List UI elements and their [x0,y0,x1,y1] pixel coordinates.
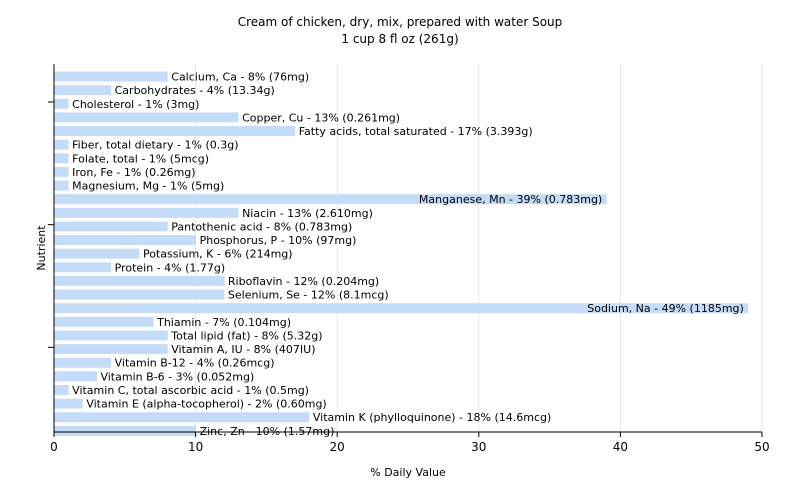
x-axis-label: % Daily Value [370,466,446,479]
bar-label: Pantothenic acid - 8% (0.783mg) [171,220,352,233]
gridlines [195,64,763,432]
bar [54,221,168,232]
bar [54,330,168,341]
bar-label: Copper, Cu - 13% (0.261mg) [242,111,400,124]
bar [54,289,225,300]
bar [54,235,197,246]
bar-label: Vitamin E (alpha-tocopherol) - 2% (0.60m… [86,398,326,411]
bar-label: Vitamin B-12 - 4% (0.26mcg) [115,357,275,370]
x-tick-label: 10 [188,440,203,454]
bar-label: Phosphorus, P - 10% (97mg) [200,234,357,247]
bar-label: Riboflavin - 12% (0.204mg) [228,275,379,288]
bar-label: Zinc, Zn - 10% (1.57mg) [200,425,335,438]
bar [54,207,239,218]
bar-label: Potassium, K - 6% (214mg) [143,248,293,261]
bar-label: Vitamin C, total ascorbic acid - 1% (0.5… [72,384,309,397]
bar-label: Iron, Fe - 1% (0.26mg) [72,166,195,179]
bar [54,262,112,273]
bar [54,126,296,137]
bar [54,85,112,96]
bar-label: Fiber, total dietary - 1% (0.3g) [72,139,238,152]
bar [54,153,69,164]
bars-group [54,71,749,436]
bar [54,398,83,409]
bar [54,344,168,355]
x-tick-label: 40 [613,440,628,454]
bar-label: Fatty acids, total saturated - 17% (3.39… [299,125,533,138]
bar [54,425,197,436]
bar [54,139,69,150]
chart-subtitle: 1 cup 8 fl oz (261g) [341,32,459,46]
bar-label: Niacin - 13% (2.610mg) [242,207,373,220]
bar [54,275,225,286]
chart-title: Cream of chicken, dry, mix, prepared wit… [237,15,563,29]
bar-label: Magnesium, Mg - 1% (5mg) [72,180,224,193]
bar-label: Total lipid (fat) - 8% (5.32g) [170,329,322,342]
bar-label: Protein - 4% (1.77g) [115,261,226,274]
bar [54,248,140,259]
axes-group: 0 10 20 30 40 50 [48,64,770,454]
bar-label: Vitamin A, IU - 8% (407IU) [171,343,315,356]
bar [54,98,69,109]
bar [54,357,112,368]
bar [54,316,154,327]
bar [54,180,69,191]
x-tick-label: 50 [754,440,769,454]
y-axis-label: Nutrient [35,225,48,271]
x-tick-label: 30 [471,440,486,454]
bar [54,166,69,177]
bar-label: Folate, total - 1% (5mcg) [72,152,209,165]
bar-label: Carbohydrates - 4% (13.34g) [115,84,275,97]
bar-label: Calcium, Ca - 8% (76mg) [171,71,309,84]
bar-label: Thiamin - 7% (0.104mg) [156,316,291,329]
x-tick-label: 0 [50,440,58,454]
x-tick-label: 20 [330,440,345,454]
bar [54,412,310,423]
bar-label: Vitamin K (phylloquinone) - 18% (14.6mcg… [313,411,551,424]
bar [54,371,97,382]
bar-label: Sodium, Na - 49% (1185mg) [587,302,744,315]
bar-label: Selenium, Se - 12% (8.1mcg) [228,289,389,302]
bar [54,112,239,123]
bar-label: Cholesterol - 1% (3mg) [72,98,199,111]
bar [54,71,168,82]
bar [54,384,69,395]
bar-label: Vitamin B-6 - 3% (0.052mg) [100,370,254,383]
bar-label: Manganese, Mn - 39% (0.783mg) [419,193,602,206]
bar [54,194,607,205]
bar-labels-group: Calcium, Ca - 8% (76mg)Carbohydrates - 4… [72,71,744,438]
bar [54,303,749,314]
